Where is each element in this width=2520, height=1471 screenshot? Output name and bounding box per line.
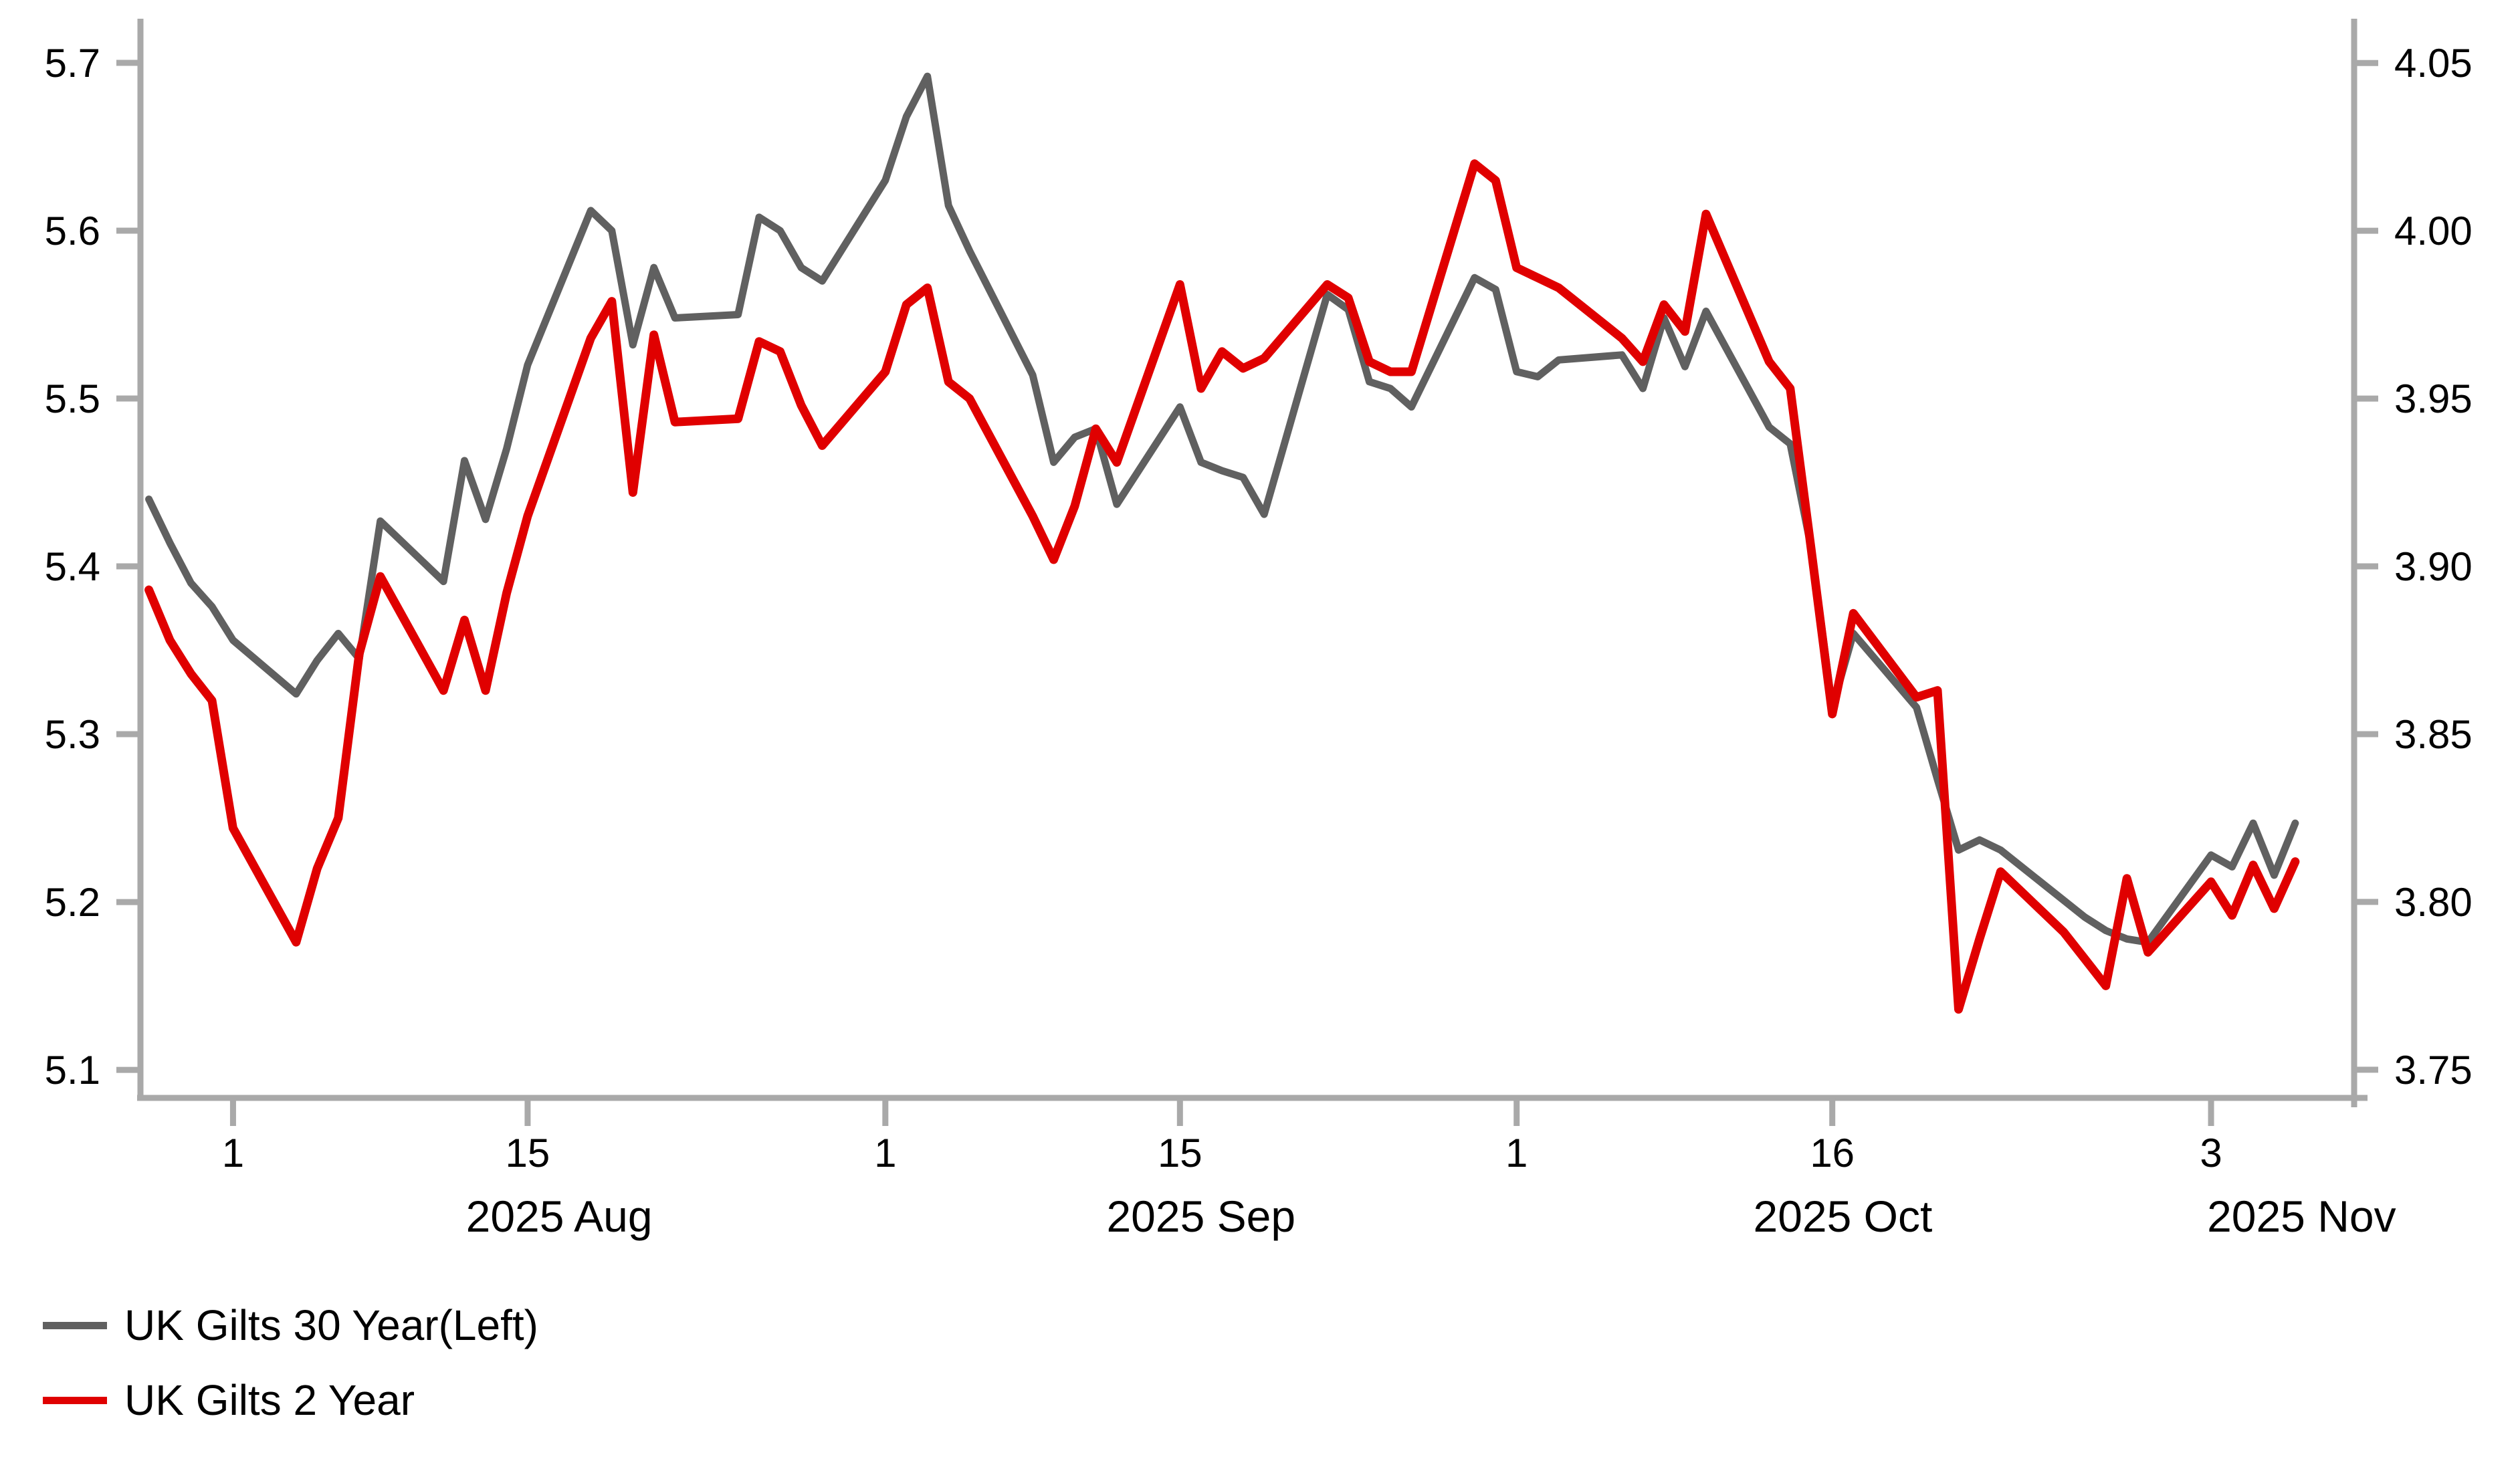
axis-tick-labels: 5.1 5.2 5.3 5.4 5.5 5.6 5.7 3.75 3.80 3.85 3.90 3.9…	[45, 41, 2473, 1241]
legend-label-30y: UK Gilts 30 Year(Left)	[124, 1301, 538, 1349]
left-tick-label: 5.6	[45, 209, 100, 253]
left-tick-label: 5.3	[45, 712, 100, 757]
x-month-label: 2025 Aug	[466, 1192, 653, 1241]
x-tick-label: 3	[2200, 1131, 2222, 1175]
left-tick-label: 5.5	[45, 376, 100, 421]
right-tick-label: 3.90	[2394, 544, 2473, 589]
left-tick-label: 5.1	[45, 1048, 100, 1093]
uk-gilts-30-year-line	[145, 72, 2299, 946]
right-tick-label: 3.75	[2394, 1048, 2473, 1093]
legend-swatch-30y-line	[43, 1321, 107, 1329]
axis-ticks	[116, 60, 2378, 1126]
series-lines	[144, 72, 2300, 1014]
legend-swatch-2y-line	[43, 1396, 107, 1404]
left-tick-label: 5.7	[45, 41, 100, 86]
legend-label-2y: UK Gilts 2 Year	[124, 1376, 415, 1424]
x-tick-label: 1	[222, 1131, 244, 1175]
left-tick-label: 5.4	[45, 544, 100, 589]
axes	[137, 19, 2368, 1107]
right-tick-label: 3.85	[2394, 712, 2473, 757]
legend: UK Gilts 30 Year(Left) UK Gilts 2 Year	[43, 1288, 538, 1438]
x-tick-label: 15	[506, 1131, 550, 1175]
x-month-label: 2025 Oct	[1754, 1192, 1933, 1241]
x-month-label: 2025 Nov	[2207, 1192, 2396, 1241]
x-month-label: 2025 Sep	[1106, 1192, 1295, 1241]
x-tick-label: 15	[1158, 1131, 1202, 1175]
legend-item-30y: UK Gilts 30 Year(Left)	[43, 1288, 538, 1363]
legend-item-2y: UK Gilts 2 Year	[43, 1363, 538, 1438]
x-tick-label: 1	[1505, 1131, 1528, 1175]
right-tick-label: 3.95	[2394, 376, 2473, 421]
x-tick-label: 16	[1810, 1131, 1855, 1175]
right-tick-label: 4.05	[2394, 41, 2473, 86]
right-tick-label: 4.00	[2394, 209, 2473, 253]
uk-gilts-2-year-line	[144, 159, 2300, 1014]
x-tick-label: 1	[874, 1131, 896, 1175]
right-tick-label: 3.80	[2394, 880, 2473, 925]
left-tick-label: 5.2	[45, 880, 100, 925]
